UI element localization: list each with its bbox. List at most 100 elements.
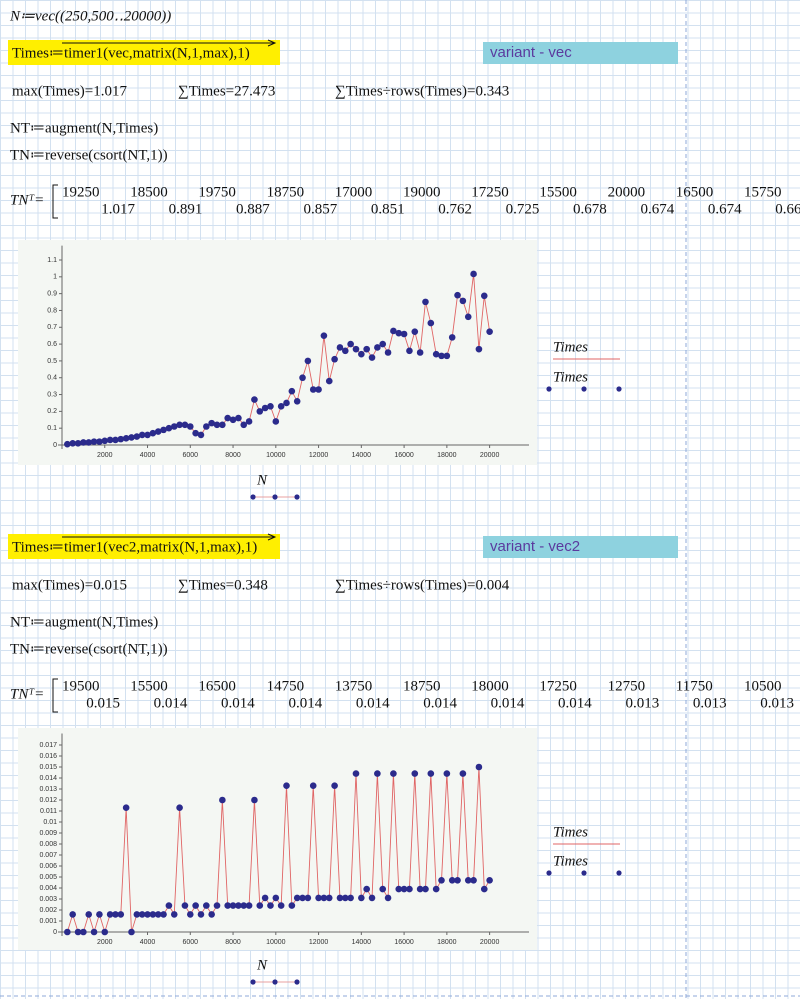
data-point [427, 770, 435, 777]
matrix-cell: 11750 [676, 678, 713, 694]
x-tick-label: 16000 [394, 452, 414, 459]
data-point [336, 344, 344, 351]
x-tick-label: 12000 [309, 452, 329, 459]
augment: NT≔augment(N,Times) [10, 614, 158, 630]
data-point [331, 782, 338, 789]
data-point [464, 877, 472, 884]
section: Times≔timer1(vec,matrix(N,1,max),1) varia… [8, 39, 800, 219]
x-axis-label: N [256, 957, 268, 973]
data-point [422, 298, 429, 306]
x-tick-label: 14000 [352, 452, 372, 459]
data-point [325, 894, 333, 902]
data-point [80, 928, 87, 936]
x-tick-label: 4000 [140, 452, 156, 459]
y-tick-label: 0 [53, 442, 57, 449]
result: ∑Times÷rows(Times)=0.343 [335, 83, 509, 99]
data-point [144, 911, 151, 918]
matrix-cell: 13750 [335, 678, 373, 694]
data-point [486, 877, 493, 884]
y-tick-label: 0.8 [47, 307, 57, 314]
x-tick-label: 8000 [225, 452, 241, 459]
result: max(Times)=1.017 [12, 83, 127, 99]
data-point [117, 435, 125, 443]
data-point [165, 424, 173, 432]
data-point [90, 438, 98, 445]
data-point [363, 885, 370, 893]
y-tick-label: 0.009 [39, 830, 57, 837]
data-point [112, 436, 119, 444]
matrix-cell: 17250 [539, 678, 577, 694]
data-point [352, 345, 360, 353]
data-point [192, 902, 199, 909]
assignment: Times≔timer1(vec,matrix(N,1,max),1) [12, 45, 250, 61]
data-point [416, 349, 424, 356]
data-point [272, 894, 280, 902]
data-point [331, 355, 338, 363]
data-point [454, 877, 461, 884]
data-point [475, 763, 483, 771]
data-point [219, 796, 226, 804]
y-tick-label: 0.011 [40, 808, 57, 815]
matrix-label: TNᵀ= [10, 192, 44, 208]
data-point [74, 928, 82, 936]
matrix-cell: 0.014 [288, 695, 322, 711]
data-point [454, 291, 461, 299]
matrix-cell: 18750 [403, 678, 441, 694]
data-point [395, 329, 403, 337]
data-point [341, 347, 349, 355]
data-point [256, 902, 264, 909]
x-tick-label: 4000 [140, 939, 156, 946]
matrix-cell: 0.678 [573, 201, 607, 217]
matrix-cell: 19500 [62, 678, 100, 694]
matrix-cell: 15750 [744, 184, 782, 200]
x-tick-label: 10000 [266, 939, 286, 946]
data-point [422, 885, 429, 893]
data-point [245, 902, 253, 909]
y-tick-label: 0 [53, 929, 57, 936]
data-point [101, 928, 109, 936]
matrix-cell: 17250 [471, 184, 509, 200]
data-point [336, 894, 344, 902]
data-point [416, 885, 424, 893]
data-point [480, 292, 488, 300]
x-label-marker [272, 494, 278, 500]
data-point [400, 330, 408, 338]
x-tick-label: 20000 [480, 452, 500, 459]
data-point [261, 894, 269, 902]
data-point [374, 344, 381, 351]
matrix-cell: 19250 [62, 184, 100, 200]
legend-marker [616, 386, 622, 392]
data-point [85, 911, 93, 918]
x-tick-label: 6000 [182, 452, 198, 459]
matrix-cell: 0.014 [356, 695, 390, 711]
augment: NT≔augment(N,Times) [10, 120, 158, 136]
matrix-cell: 19000 [403, 184, 441, 200]
data-point [128, 434, 135, 441]
data-point [283, 399, 290, 407]
y-tick-label: 0.1 [47, 425, 57, 432]
x-tick-label: 20000 [480, 939, 500, 946]
assignment: Times≔timer1(vec2,matrix(N,1,max),1) [12, 539, 257, 555]
x-tick-label: 2000 [97, 939, 113, 946]
legend-marker [616, 870, 622, 876]
legend-marker [546, 386, 552, 392]
matrix-cell: 15500 [130, 678, 168, 694]
data-point [304, 894, 312, 902]
matrix-cell: 0.887 [236, 201, 270, 217]
data-point [267, 902, 274, 909]
section: Times≔timer1(vec2,matrix(N,1,max),1) vari… [8, 533, 794, 713]
legend-label: Times [553, 369, 588, 385]
matrix-cell: 0.725 [506, 201, 540, 217]
data-point [197, 911, 205, 918]
data-point [96, 438, 103, 445]
data-point [325, 377, 333, 385]
y-tick-label: 0.016 [39, 753, 57, 760]
x-label-marker [272, 979, 278, 985]
y-tick-label: 0.001 [39, 918, 57, 925]
matrix-cell: 20000 [608, 184, 646, 200]
matrix-cell: 0.891 [169, 201, 203, 217]
data-point [432, 350, 440, 358]
data-point [251, 796, 258, 804]
data-point [235, 414, 242, 422]
data-point [138, 431, 146, 439]
